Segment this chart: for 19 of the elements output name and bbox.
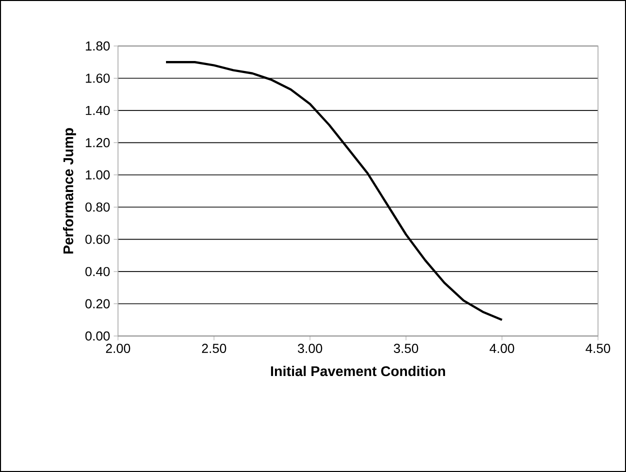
y-tick-label: 0.80 <box>85 202 110 212</box>
y-tick-label: 1.60 <box>86 74 110 83</box>
x-tick-label: 2.00 <box>106 344 130 353</box>
x-tick-label: 2.50 <box>202 344 226 353</box>
x-tick-label: 3.50 <box>394 344 418 353</box>
y-tick-label: 1.40 <box>86 106 110 116</box>
x-axis-title: Initial Pavement Condition <box>271 366 446 376</box>
y-tick-label: 0.60 <box>85 234 110 244</box>
y-tick-label: 0.40 <box>85 266 110 276</box>
y-tick-label: 0.20 <box>85 299 110 308</box>
x-tick-label: 4.50 <box>586 344 610 353</box>
x-tick-label: 4.00 <box>490 344 514 353</box>
y-tick-label: 0.00 <box>85 331 110 341</box>
x-tick-label: 3.00 <box>298 344 322 353</box>
y-tick-label: 1.80 <box>86 41 110 51</box>
y-tick-label: 1.20 <box>86 138 110 148</box>
y-tick-label: 1.00 <box>86 170 110 180</box>
line-series <box>164 61 504 321</box>
y-axis-title: Performance Jump <box>62 128 76 254</box>
